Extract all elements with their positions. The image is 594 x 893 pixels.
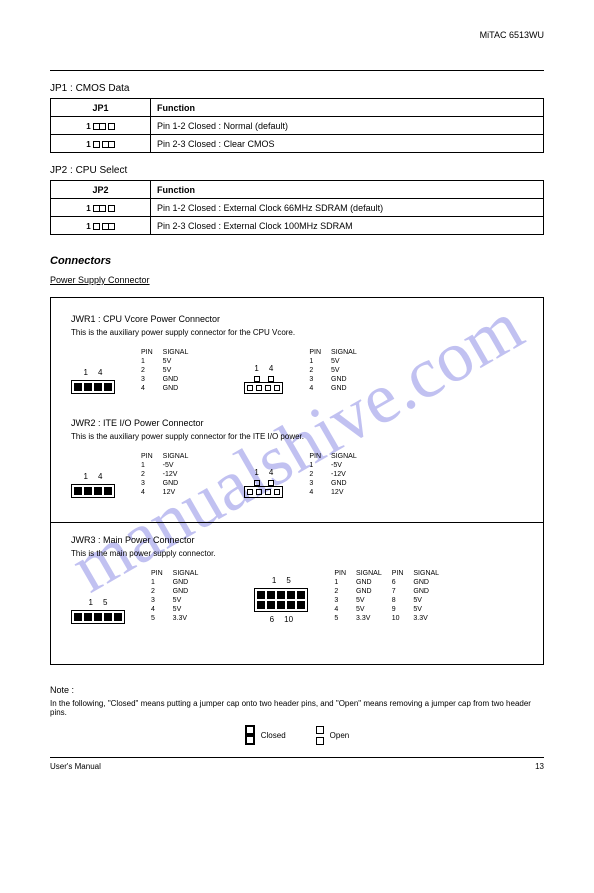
footer-divider bbox=[50, 757, 544, 758]
connectors-title: Connectors bbox=[50, 255, 544, 267]
table-row: 1 Pin 1-2 Closed : Normal (default) bbox=[51, 117, 544, 135]
legend-open-icon bbox=[316, 726, 324, 745]
jwr2-signals-b: PINSIGNAL 1-5V 2-12V 3GND 412V bbox=[303, 451, 362, 498]
jp1-header-col2: Function bbox=[151, 99, 544, 117]
jwr1-name: JWR1 : CPU Vcore Power Connector bbox=[71, 314, 523, 324]
table-row: 1 Pin 1-2 Closed : External Clock 66MHz … bbox=[51, 199, 544, 217]
connector-box: JWR1 : CPU Vcore Power Connector This is… bbox=[50, 297, 544, 665]
jwr2-signals-a: PINSIGNAL 1-5V 2-12V 3GND 412V bbox=[135, 451, 194, 498]
jwr2-note: This is the auxiliary power supply conne… bbox=[71, 432, 523, 441]
note-text: In the following, "Closed" means putting… bbox=[50, 699, 544, 717]
jumper-icon: 1 bbox=[86, 140, 114, 149]
footer-right: 13 bbox=[535, 762, 544, 771]
jp2-title: JP2 : CPU Select bbox=[50, 165, 544, 176]
jwr3-row: 15 PINSIGNAL 1GND 2GND 35V 45V 53.3V 15 … bbox=[71, 568, 523, 624]
jwr1-row: 14 PINSIGNAL 15V 25V 3GND 4GND 14 PINSIG… bbox=[71, 347, 523, 394]
jp2-header-col1: JP2 bbox=[51, 181, 151, 199]
jwr2-name: JWR2 : ITE I/O Power Connector bbox=[71, 418, 523, 428]
legend-closed-icon bbox=[245, 725, 255, 745]
connector-5pin-icon bbox=[71, 610, 125, 624]
connector-4pin-icon bbox=[71, 380, 115, 394]
jp1-title: JP1 : CMOS Data bbox=[50, 83, 544, 94]
jwr3-signals-b: PINSIGNALPINSIGNAL 1GND6GND 2GND7GND 35V… bbox=[328, 568, 445, 624]
connectors-subtitle: Power Supply Connector bbox=[50, 275, 544, 285]
legend-open-label: Open bbox=[330, 731, 350, 740]
jp2-row2-text: Pin 2-3 Closed : External Clock 100MHz S… bbox=[151, 217, 544, 235]
connector-double-icon bbox=[254, 588, 308, 612]
page-content: MiTAC 6513WU JP1 : CMOS Data JP1 Functio… bbox=[50, 30, 544, 771]
table-row: 1 Pin 2-3 Closed : External Clock 100MHz… bbox=[51, 217, 544, 235]
note-title: Note : bbox=[50, 685, 544, 695]
jumper-icon: 1 bbox=[86, 204, 114, 213]
jp1-row1-text: Pin 1-2 Closed : Normal (default) bbox=[151, 117, 544, 135]
jwr2-row: 14 PINSIGNAL 1-5V 2-12V 3GND 412V 14 PIN… bbox=[71, 451, 523, 498]
jwr3-note: This is the main power supply connector. bbox=[71, 549, 523, 558]
jwr1-signals-b: PINSIGNAL 15V 25V 3GND 4GND bbox=[303, 347, 362, 394]
jumper-icon: 1 bbox=[86, 122, 114, 131]
footer: User's Manual 13 bbox=[50, 762, 544, 771]
jp1-table: JP1 Function 1 Pin 1-2 Closed : Normal (… bbox=[50, 98, 544, 153]
note-section: Note : In the following, "Closed" means … bbox=[50, 685, 544, 745]
connector-notch-icon bbox=[244, 480, 283, 498]
jp1-header-col1: JP1 bbox=[51, 99, 151, 117]
inner-divider bbox=[51, 522, 543, 523]
jwr1-signals-a: PINSIGNAL 15V 25V 3GND 4GND bbox=[135, 347, 194, 394]
jumper-icon: 1 bbox=[86, 222, 114, 231]
table-row: 1 Pin 2-3 Closed : Clear CMOS bbox=[51, 135, 544, 153]
connector-4pin-icon bbox=[71, 484, 115, 498]
jwr3-name: JWR3 : Main Power Connector bbox=[71, 535, 523, 545]
jwr3-signals-a: PINSIGNAL 1GND 2GND 35V 45V 53.3V bbox=[145, 568, 204, 624]
header-divider bbox=[50, 70, 544, 71]
jwr1-note: This is the auxiliary power supply conne… bbox=[71, 328, 523, 337]
page-header: MiTAC 6513WU bbox=[50, 30, 544, 40]
legend-closed-label: Closed bbox=[261, 731, 286, 740]
connector-notch-icon bbox=[244, 376, 283, 394]
jp2-header-col2: Function bbox=[151, 181, 544, 199]
jp1-row2-text: Pin 2-3 Closed : Clear CMOS bbox=[151, 135, 544, 153]
jp2-table: JP2 Function 1 Pin 1-2 Closed : External… bbox=[50, 180, 544, 235]
jp2-row1-text: Pin 1-2 Closed : External Clock 66MHz SD… bbox=[151, 199, 544, 217]
legend-row: Closed Open bbox=[50, 725, 544, 745]
footer-left: User's Manual bbox=[50, 762, 101, 771]
